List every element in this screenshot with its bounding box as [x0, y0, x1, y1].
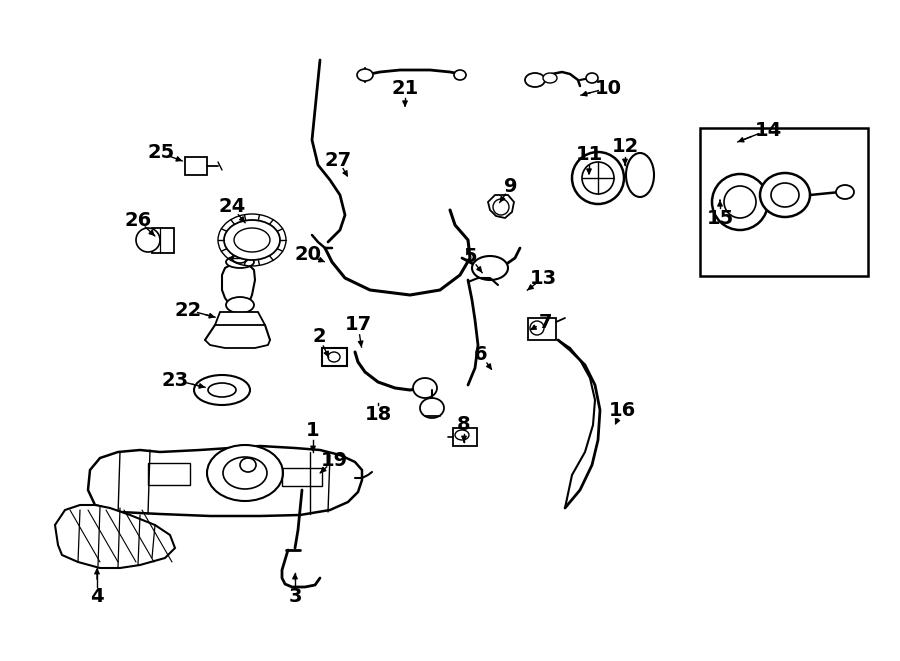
Ellipse shape: [226, 297, 254, 313]
Ellipse shape: [194, 375, 250, 405]
Ellipse shape: [234, 228, 270, 252]
Bar: [185, 157, 207, 175]
Ellipse shape: [413, 378, 437, 398]
Bar: [148, 463, 190, 485]
Text: 15: 15: [706, 208, 733, 227]
Text: 9: 9: [504, 176, 518, 196]
Text: 24: 24: [219, 198, 246, 217]
Text: 20: 20: [294, 245, 321, 264]
Ellipse shape: [626, 153, 654, 197]
Ellipse shape: [543, 73, 557, 83]
Ellipse shape: [724, 186, 756, 218]
Text: 13: 13: [529, 268, 556, 288]
Text: 7: 7: [538, 313, 552, 332]
Bar: [322, 348, 347, 366]
Bar: [453, 428, 477, 446]
Bar: [282, 468, 322, 486]
Ellipse shape: [420, 398, 444, 418]
Ellipse shape: [771, 183, 799, 207]
Polygon shape: [488, 195, 514, 218]
Text: 11: 11: [575, 145, 603, 165]
Ellipse shape: [454, 70, 466, 80]
Text: 4: 4: [90, 588, 104, 607]
Polygon shape: [215, 312, 265, 325]
Ellipse shape: [232, 253, 248, 263]
Text: 1: 1: [306, 420, 319, 440]
Bar: [528, 318, 556, 340]
Text: 26: 26: [124, 210, 151, 229]
Polygon shape: [55, 505, 175, 568]
Bar: [700, 128, 868, 276]
Text: 21: 21: [392, 79, 418, 98]
Ellipse shape: [208, 383, 236, 397]
Bar: [152, 228, 174, 253]
Text: 22: 22: [175, 301, 202, 319]
Ellipse shape: [760, 173, 810, 217]
Text: 6: 6: [474, 346, 488, 364]
Ellipse shape: [226, 256, 254, 268]
Text: 3: 3: [288, 588, 302, 607]
Text: 16: 16: [608, 401, 635, 420]
Ellipse shape: [586, 73, 598, 83]
Text: 23: 23: [161, 371, 189, 389]
Text: 19: 19: [320, 451, 347, 469]
Ellipse shape: [472, 256, 508, 280]
Text: 18: 18: [364, 405, 392, 424]
Text: 10: 10: [595, 79, 622, 98]
Ellipse shape: [207, 445, 283, 501]
Text: 17: 17: [345, 315, 372, 334]
Text: 5: 5: [464, 247, 477, 266]
Polygon shape: [88, 446, 362, 516]
Text: 27: 27: [324, 151, 352, 169]
Ellipse shape: [136, 228, 160, 252]
Ellipse shape: [712, 174, 768, 230]
Ellipse shape: [572, 152, 624, 204]
Ellipse shape: [357, 69, 373, 81]
Ellipse shape: [836, 185, 854, 199]
Ellipse shape: [240, 458, 256, 472]
Text: 14: 14: [754, 120, 781, 139]
Text: 2: 2: [312, 327, 326, 346]
Ellipse shape: [224, 220, 280, 260]
Ellipse shape: [582, 162, 614, 194]
Text: 12: 12: [611, 137, 639, 157]
Text: 25: 25: [148, 143, 175, 163]
Ellipse shape: [223, 457, 267, 489]
Ellipse shape: [525, 73, 545, 87]
Text: 8: 8: [457, 414, 471, 434]
